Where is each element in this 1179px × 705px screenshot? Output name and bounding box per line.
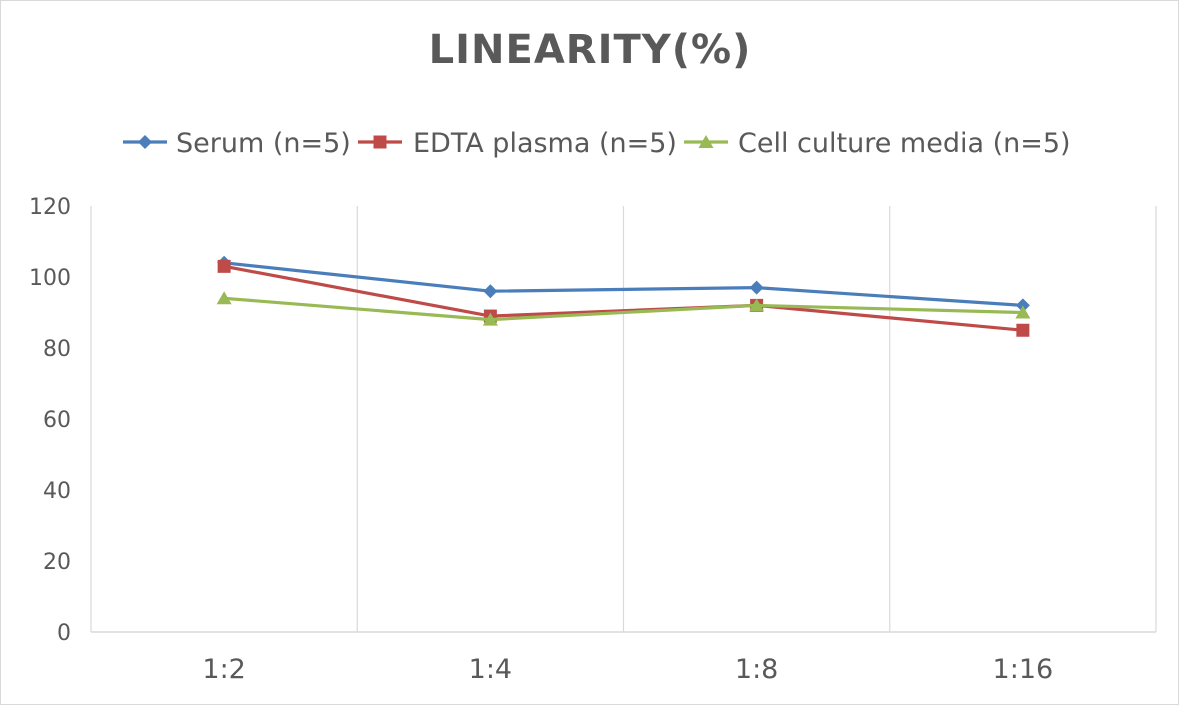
y-tick-label: 100 [29, 266, 71, 291]
legend-label: Cell culture media (n=5) [738, 128, 1071, 159]
data-point [749, 298, 765, 312]
legend-marker [138, 135, 152, 149]
series-line [223, 296, 1023, 322]
series-line [223, 261, 1023, 307]
data-point [749, 280, 764, 295]
data-point [483, 284, 498, 299]
x-tick-label: 1:2 [202, 654, 245, 685]
data-point [1015, 305, 1031, 319]
x-axis: 1:2 1:4 1:8 1:16 [202, 654, 1053, 685]
data-point [216, 291, 232, 305]
legend-marker [698, 135, 714, 148]
y-tick-label: 40 [43, 479, 71, 504]
plot-area [216, 255, 1031, 337]
y-tick-label: 60 [43, 408, 71, 433]
legend: Serum (n=5) EDTA plasma (n=5) Cell culture… [123, 128, 1071, 159]
chart-title: LINEARITY(%) [429, 27, 752, 73]
legend-label: EDTA plasma (n=5) [413, 128, 677, 159]
data-point [217, 259, 231, 273]
x-tick-label: 1:4 [469, 654, 512, 685]
y-axis: 0 20 40 60 80 100 120 [29, 195, 71, 646]
legend-item: Cell culture media (n=5) [684, 128, 1071, 159]
x-tick-label: 1:8 [735, 654, 778, 685]
y-tick-label: 0 [57, 621, 71, 646]
legend-label: Serum (n=5) [176, 128, 351, 159]
data-point [482, 312, 498, 326]
series-2 [216, 291, 1031, 326]
data-point [1016, 323, 1030, 337]
x-tick-label: 1:16 [993, 654, 1054, 685]
legend-item: Serum (n=5) [123, 128, 351, 159]
legend-item: EDTA plasma (n=5) [358, 128, 677, 159]
y-tick-label: 120 [29, 195, 71, 220]
y-tick-label: 80 [43, 337, 71, 362]
legend-marker [373, 135, 387, 149]
series-line [223, 264, 1024, 332]
y-tick-label: 20 [43, 550, 71, 575]
data-point [1015, 298, 1030, 313]
